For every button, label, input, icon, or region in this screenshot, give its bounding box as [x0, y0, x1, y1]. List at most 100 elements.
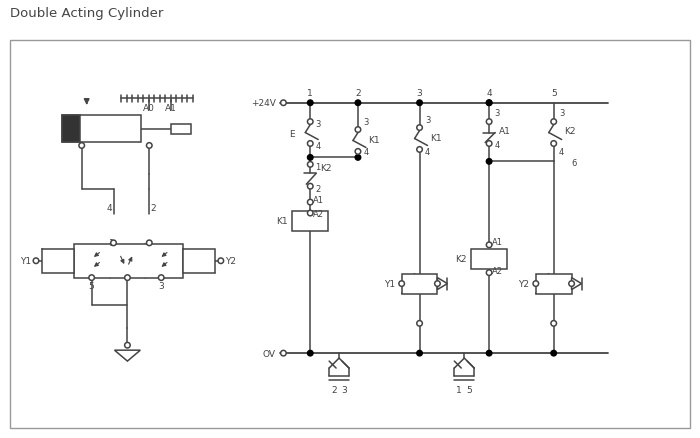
Circle shape	[486, 350, 492, 356]
Circle shape	[89, 275, 95, 281]
Text: K2: K2	[564, 127, 575, 136]
Polygon shape	[115, 350, 140, 361]
Text: K1: K1	[276, 217, 288, 226]
Polygon shape	[572, 278, 582, 290]
Circle shape	[79, 143, 85, 149]
Circle shape	[486, 141, 492, 147]
Circle shape	[33, 258, 38, 264]
Text: 2: 2	[316, 184, 321, 193]
Bar	[402, 274, 438, 294]
Circle shape	[416, 147, 422, 153]
Bar	[293, 212, 328, 231]
Text: 4: 4	[486, 89, 492, 98]
Circle shape	[355, 155, 360, 161]
Text: 1: 1	[316, 162, 321, 171]
Circle shape	[416, 321, 422, 326]
Text: 3: 3	[559, 109, 564, 118]
Text: 5: 5	[466, 385, 472, 395]
Circle shape	[146, 143, 152, 149]
Text: E: E	[290, 130, 295, 139]
Circle shape	[355, 101, 360, 106]
Circle shape	[307, 211, 313, 216]
Text: 5: 5	[89, 282, 95, 290]
Circle shape	[307, 162, 313, 168]
Text: 3: 3	[425, 116, 430, 125]
Text: A0: A0	[144, 104, 155, 113]
Text: 2: 2	[331, 385, 337, 395]
Text: A2: A2	[491, 267, 503, 276]
Text: 4: 4	[425, 148, 430, 156]
Circle shape	[307, 184, 313, 190]
Circle shape	[146, 240, 152, 246]
Circle shape	[307, 155, 313, 161]
Text: 4: 4	[363, 148, 368, 156]
Text: 3: 3	[416, 89, 422, 98]
Text: 1: 1	[456, 385, 462, 395]
Circle shape	[486, 243, 492, 248]
Text: 6: 6	[571, 159, 576, 167]
Circle shape	[307, 200, 313, 205]
Circle shape	[158, 275, 164, 281]
Bar	[536, 274, 572, 294]
Text: 2: 2	[355, 89, 360, 98]
Circle shape	[533, 281, 538, 287]
Polygon shape	[438, 278, 447, 290]
Text: 4: 4	[106, 203, 112, 212]
Text: 3: 3	[363, 118, 369, 127]
Bar	[42, 249, 74, 273]
Bar	[62, 115, 141, 143]
Circle shape	[551, 321, 556, 326]
Text: 1: 1	[307, 89, 313, 98]
Circle shape	[218, 258, 223, 264]
Circle shape	[435, 281, 440, 287]
Text: 1: 1	[108, 239, 114, 248]
Text: K1: K1	[430, 134, 441, 143]
Text: 3: 3	[494, 109, 500, 118]
Bar	[171, 124, 191, 134]
Circle shape	[569, 281, 575, 287]
Circle shape	[307, 350, 313, 356]
Text: K1: K1	[368, 136, 379, 145]
Circle shape	[111, 240, 116, 246]
Text: 3: 3	[158, 282, 164, 290]
Text: 3: 3	[316, 120, 321, 129]
Circle shape	[486, 101, 492, 106]
Bar	[62, 115, 80, 143]
Circle shape	[486, 270, 492, 276]
Circle shape	[416, 101, 422, 106]
Circle shape	[486, 101, 492, 106]
Circle shape	[125, 275, 130, 281]
Text: 4: 4	[494, 141, 500, 150]
Text: Y1: Y1	[384, 279, 395, 289]
Text: Y1: Y1	[20, 257, 32, 265]
Text: 3: 3	[341, 385, 347, 395]
Bar	[183, 249, 215, 273]
Circle shape	[307, 101, 313, 106]
Text: 2: 2	[150, 203, 156, 212]
Text: A1: A1	[165, 104, 177, 113]
Text: 4: 4	[316, 141, 321, 151]
Text: 4: 4	[559, 148, 564, 156]
Circle shape	[486, 120, 492, 125]
Text: A1: A1	[313, 195, 323, 204]
Circle shape	[307, 120, 313, 125]
Circle shape	[399, 281, 405, 287]
Circle shape	[125, 343, 130, 348]
Text: OV: OV	[262, 349, 276, 358]
Circle shape	[551, 141, 556, 147]
Text: 5: 5	[551, 89, 556, 98]
Circle shape	[486, 159, 492, 165]
Text: Double Acting Cylinder: Double Acting Cylinder	[10, 7, 164, 20]
Text: Y2: Y2	[225, 257, 237, 265]
Circle shape	[355, 149, 360, 155]
Text: K2: K2	[321, 163, 332, 173]
Text: A1: A1	[499, 127, 511, 136]
Text: Y2: Y2	[519, 279, 529, 289]
Bar	[471, 249, 507, 269]
Circle shape	[416, 126, 422, 131]
Circle shape	[416, 350, 422, 356]
Circle shape	[281, 101, 286, 106]
Circle shape	[355, 127, 360, 133]
Circle shape	[551, 120, 556, 125]
Text: +24V: +24V	[251, 99, 276, 108]
